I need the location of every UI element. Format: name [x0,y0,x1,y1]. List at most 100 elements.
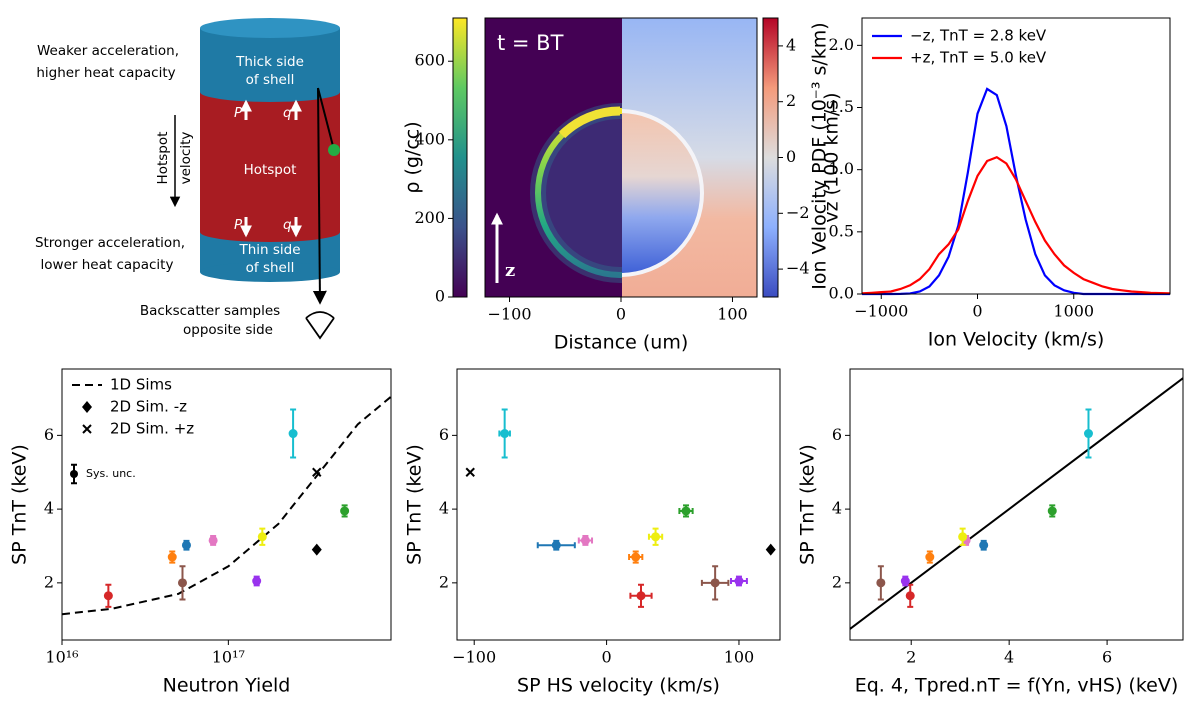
y-tick-label: 0 [435,287,445,306]
velocity-half [622,18,757,297]
scatter-path [317,87,335,151]
line-series [862,87,1170,296]
y-tick-label: 6 [832,425,842,444]
x-axis-label: SP HS velocity (km/s) [517,675,720,697]
marker-point [900,576,910,586]
colorbar-label: vz (100 km/s) [821,92,843,222]
y-tick-label: 400 [414,129,445,148]
y-axis-label: Ion Velocity PDF (10⁻³ s/km) [809,22,831,289]
y-tick-label: −4 [786,259,810,278]
marker-x [82,424,92,434]
marker-point [288,429,298,439]
velocity-label: velocity [178,132,194,185]
marker-point [103,591,113,601]
y-tick-label: 6 [44,425,54,444]
marker-point [208,535,218,545]
diagram: Thick side of shell Thin side of shell H… [35,18,340,340]
y-tick-label: 1.0 [829,159,854,178]
heat-label: q [283,105,292,121]
marker-point [500,429,510,439]
line-series [849,377,1184,630]
x-axis-label: Neutron Yield [163,675,291,697]
marker-point [1083,429,1093,439]
marker-point [181,540,191,550]
marker-x [465,467,475,477]
y-tick-label: 0.0 [829,284,854,303]
x-tick-label: 10¹⁷ [212,648,245,667]
x-tick-label: 100 [724,648,755,667]
axes-frame [456,368,781,641]
pressure-label: P [234,105,243,121]
y-tick-label: 6 [439,425,449,444]
x-tick-label: 6 [1102,648,1112,667]
scatter-point [328,144,340,156]
marker-point [551,540,561,550]
colorbar [763,18,778,297]
annotation: lower heat capacity [41,257,174,273]
marker-point [167,552,177,562]
axes-frame [61,368,392,641]
line-series [861,155,1171,295]
y-tick-label: 200 [414,208,445,227]
x-tick-label: 100 [717,305,748,324]
marker-diamond [82,401,92,413]
y-axis-label: SP TnT (keV) [404,444,426,565]
annotation: higher heat capacity [36,65,175,81]
marker-point [979,540,989,550]
marker-point [958,532,968,542]
x-axis-label: Eq. 4, Tpred.nT = f(Yn, vHS) (keV) [855,675,1179,697]
x-tick-label: −100 [488,305,532,324]
thin-side: Thin side [238,242,300,258]
marker-point [177,578,187,588]
y-tick-label: 600 [414,51,445,70]
x-tick-label: 0 [972,302,982,321]
density-half [485,18,622,297]
marker-point [925,552,935,562]
x-tick-label: 0 [616,305,626,324]
x-tick-label: 1000 [1053,302,1094,321]
pressure-label: P [234,217,243,233]
line-of-sight [312,87,327,305]
y-tick-label: 4 [832,499,842,518]
colorbar-label: ρ (g/cc) [402,121,424,193]
hotspot-region [200,92,340,242]
y-tick-label: 4 [439,499,449,518]
y-tick-label: 2 [44,572,54,591]
marker-point [905,591,915,601]
marker-diamond [311,543,322,556]
colorbar [453,18,467,297]
marker-point [710,578,720,588]
marker-point [734,576,744,586]
detector-label: opposite side [183,322,273,338]
annotation: Weaker acceleration, [37,43,179,59]
thin-side: of shell [246,260,295,276]
marker-point [636,591,646,601]
x-tick-label: −1000 [854,302,908,321]
legend-label: 1D Sims [110,376,172,394]
x-tick-label: −100 [452,648,496,667]
hotspot-label: Hotspot [244,162,297,178]
thick-side: of shell [246,72,295,88]
marker-point [340,506,350,516]
y-tick-label: 2 [439,572,449,591]
heat-label: q [283,217,292,233]
x-axis-label: Ion Velocity (km/s) [928,329,1105,351]
axes-frame [452,17,468,298]
legend-label: −z, TnT = 2.8 keV [910,27,1047,45]
y-axis-label: SP TnT (keV) [797,444,819,565]
marker-point [631,552,641,562]
marker-point [70,470,78,478]
velocity-label: Hotspot [155,132,171,185]
detector-eye [305,311,335,340]
marker-point [681,506,691,516]
x-tick-label: 2 [906,648,916,667]
marker-point [876,578,886,588]
marker-point [651,532,661,542]
legend-label: 2D Sim. -z [110,398,187,416]
arrow-label: z [505,260,515,281]
x-tick-label: 4 [1004,648,1014,667]
y-tick-label: 2.0 [829,35,854,54]
axes-frame [849,368,1184,641]
sys-unc-label: Sys. unc. [86,467,136,480]
